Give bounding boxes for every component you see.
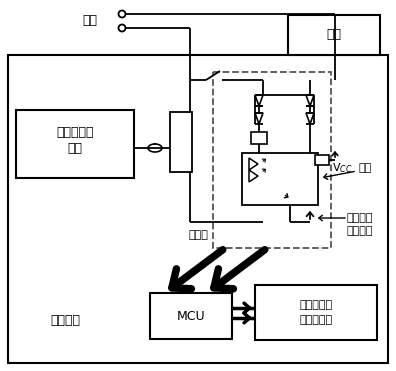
- Text: 继电器: 继电器: [188, 230, 208, 240]
- Text: 负载: 负载: [326, 29, 341, 42]
- Text: 电路: 电路: [67, 141, 82, 154]
- Bar: [251, 132, 267, 144]
- Text: V$_{CC}$: V$_{CC}$: [332, 161, 352, 175]
- Text: 光耦: 光耦: [358, 163, 371, 173]
- Bar: [150, 293, 232, 339]
- Bar: [170, 112, 192, 172]
- Text: 示、告警等: 示、告警等: [299, 315, 333, 325]
- Text: 电源: 电源: [82, 14, 97, 27]
- Text: MCU: MCU: [177, 309, 205, 322]
- Text: 负载状态: 负载状态: [347, 213, 373, 223]
- Bar: [213, 72, 331, 248]
- Text: 继电器控制: 继电器控制: [56, 127, 94, 139]
- Bar: [288, 15, 380, 55]
- Text: 反馈电路: 反馈电路: [347, 226, 373, 236]
- Bar: [255, 285, 377, 340]
- Bar: [16, 110, 134, 178]
- Bar: [315, 155, 329, 165]
- Text: 负载状态显: 负载状态显: [299, 300, 333, 310]
- Text: 监控装置: 监控装置: [50, 313, 80, 326]
- Bar: [242, 153, 318, 205]
- Bar: [8, 55, 388, 363]
